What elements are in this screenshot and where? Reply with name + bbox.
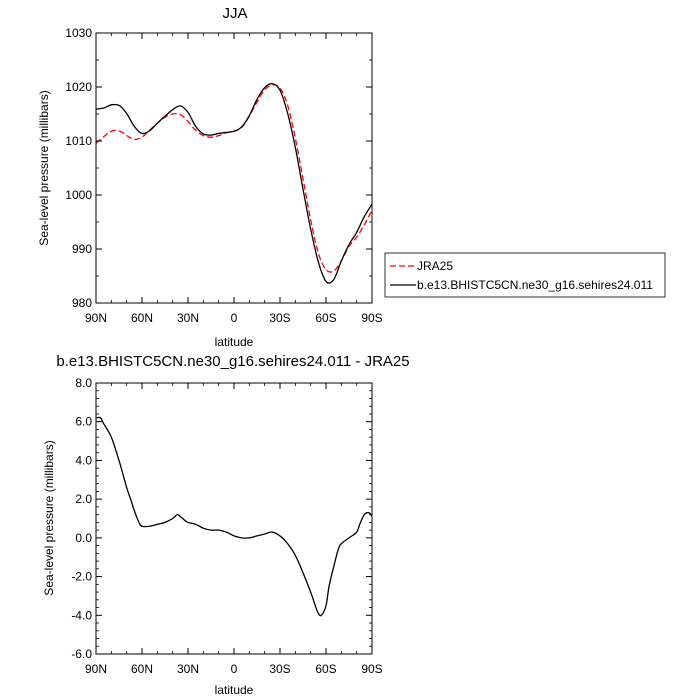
top-chart-x-tick-label: 90N [85, 311, 107, 325]
top-chart-x-tick-label: 30N [177, 311, 199, 325]
legend-label-model: b.e13.BHISTC5CN.ne30_g16.sehires24.011 [417, 278, 653, 292]
bottom-chart-panel: b.e13.BHISTC5CN.ne30_g16.sehires24.011 -… [42, 353, 410, 697]
top-chart-x-tick-label: 30S [269, 311, 290, 325]
top-chart-series-line-jra25 [95, 84, 373, 273]
bottom-chart-y-tick-label: 8.0 [75, 376, 92, 390]
legend-label-jra25: JRA25 [417, 259, 453, 273]
bottom-chart-x-tick-label: 60S [315, 662, 336, 676]
top-chart-x-axis: 90N 60N 30N 0 30S 60S 90S [85, 33, 383, 325]
bottom-chart-series-line-difference [95, 416, 373, 617]
bottom-chart-y-tick-label: -6.0 [71, 647, 92, 661]
bottom-chart-x-tick-label: 30S [269, 662, 290, 676]
top-chart-y-tick-label: 1020 [65, 80, 92, 94]
bottom-chart-y-tick-label: -4.0 [71, 608, 92, 622]
top-chart-x-axis-label: latitude [215, 335, 254, 349]
top-chart-x-tick-label: 60S [315, 311, 336, 325]
top-chart-y-tick-label: 990 [72, 242, 92, 256]
bottom-chart-x-tick-label: 90S [361, 662, 382, 676]
bottom-chart-x-tick-label: 0 [231, 662, 238, 676]
top-chart-marks [95, 83, 373, 284]
top-chart-series-line-b-e13-bhistc5cn-ne30-g16-sehires24-011 [95, 83, 373, 284]
bottom-chart-title: b.e13.BHISTC5CN.ne30_g16.sehires24.011 -… [56, 353, 409, 370]
bottom-chart-y-tick-label: -2.0 [71, 570, 92, 584]
top-chart-title: JJA [222, 5, 247, 22]
top-chart-y-axis-label: Sea-level pressure (millibars) [37, 90, 51, 245]
bottom-chart-marks [95, 416, 373, 617]
legend: JRA25 b.e13.BHISTC5CN.ne30_g16.sehires24… [384, 252, 666, 298]
top-chart-plot-frame [95, 32, 373, 304]
bottom-chart-y-tick-label: 0.0 [75, 531, 92, 545]
top-chart-x-tick-label: 60N [131, 311, 153, 325]
top-chart-x-tick-label: 90S [361, 311, 382, 325]
bottom-chart-y-tick-label: 4.0 [75, 453, 92, 467]
bottom-chart-y-tick-label: 2.0 [75, 492, 92, 506]
top-chart-y-tick-label: 1030 [65, 26, 92, 40]
top-chart-y-tick-label: 1010 [65, 134, 92, 148]
legend-box [384, 252, 666, 298]
bottom-chart-y-axis: -6.0 -4.0 -2.0 0.0 2.0 4.0 6.0 8.0 [71, 376, 372, 661]
bottom-chart-y-axis-label: Sea-level pressure (millibars) [42, 440, 56, 595]
bottom-chart-x-tick-label: 30N [177, 662, 199, 676]
top-chart-panel: JJA 980 990 1000 1010 1020 1030 90N 60N 30N 0 30S… [37, 5, 383, 349]
bottom-chart-y-tick-label: 6.0 [75, 415, 92, 429]
top-chart-y-axis: 980 990 1000 1010 1020 1030 [65, 26, 372, 310]
bottom-chart-x-tick-label: 90N [85, 662, 107, 676]
top-chart-y-tick-label: 980 [72, 296, 92, 310]
bottom-chart-x-axis-label: latitude [215, 683, 254, 697]
bottom-chart-x-tick-label: 60N [131, 662, 153, 676]
top-chart-y-tick-label: 1000 [65, 188, 92, 202]
top-chart-x-tick-label: 0 [231, 311, 238, 325]
bottom-chart-x-axis: 90N 60N 30N 0 30S 60S 90S [85, 383, 383, 676]
